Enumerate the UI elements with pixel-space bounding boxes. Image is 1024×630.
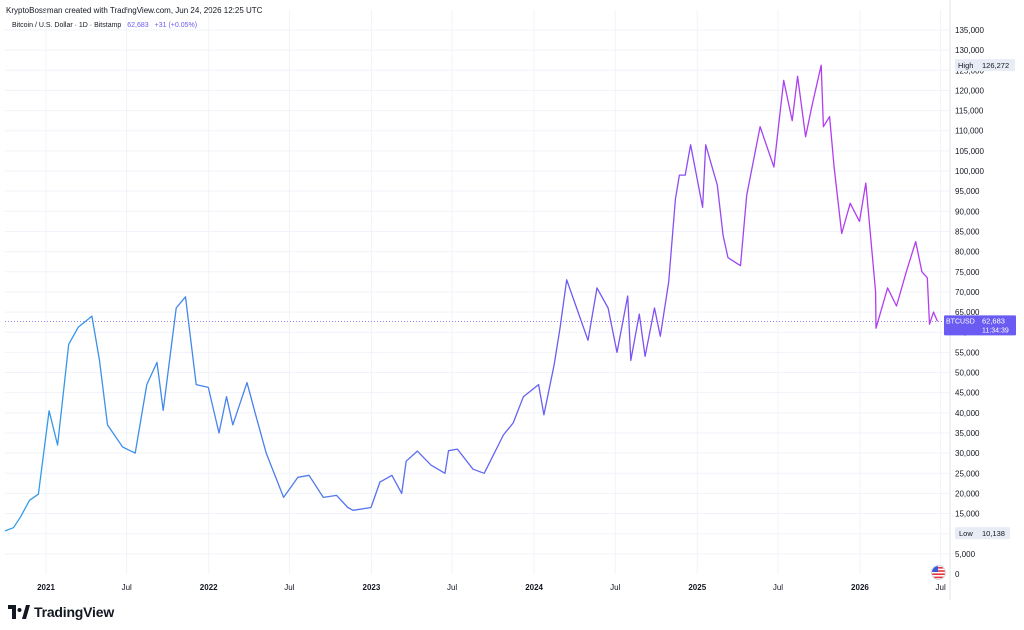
y-tick-label: 130,000	[955, 46, 984, 55]
y-tick-label: 0	[955, 570, 960, 579]
y-tick-label: 5,000	[955, 550, 976, 559]
x-tick-label: Jul	[610, 583, 620, 592]
x-tick-label: Jul	[936, 583, 946, 592]
y-tick-label: 65,000	[955, 308, 980, 317]
us-flag-icon[interactable]	[931, 565, 946, 580]
y-tick-label: 15,000	[955, 510, 980, 519]
x-tick-label: 2025	[688, 583, 706, 592]
low-badge	[955, 527, 1010, 540]
symbol-legend[interactable]: Bitcoin / U.S. Dollar · 1D · Bitstamp 62…	[12, 22, 197, 29]
x-tick-label: Jul	[447, 583, 457, 592]
low-badge-label: Low	[959, 529, 973, 538]
y-tick-label: 25,000	[955, 469, 980, 478]
y-tick-label: 40,000	[955, 409, 980, 418]
grid-lines	[5, 0, 951, 600]
x-axis: 2021 Jul 2022 Jul 2023 Jul 2024 Jul 2025 Jul 2026 J…	[37, 583, 946, 592]
x-tick-label: 2021	[37, 583, 55, 592]
price-badge-label: BTCUSD	[946, 318, 975, 325]
x-tick-label: Jul	[284, 583, 294, 592]
y-tick-label: 110,000	[955, 127, 984, 136]
low-badge-value: 10,138	[982, 529, 1005, 538]
y-tick-label: 95,000	[955, 187, 980, 196]
y-tick-label: 115,000	[955, 107, 984, 116]
y-tick-label: 20,000	[955, 489, 980, 498]
y-axis: 05,00010,00015,00020,00025,00030,00035,0…	[955, 26, 984, 579]
last-value: 62,683	[127, 22, 149, 29]
x-tick-label: 2023	[363, 583, 381, 592]
x-tick-label: 2026	[851, 583, 869, 592]
x-tick-label: Jul	[122, 583, 132, 592]
price-change: +31 (+0.05%)	[154, 22, 198, 29]
y-tick-label: 135,000	[955, 26, 984, 35]
y-tick-label: 35,000	[955, 429, 980, 438]
price-series	[4, 64, 939, 532]
y-tick-label: 90,000	[955, 207, 980, 216]
x-tick-label: Jul	[773, 583, 783, 592]
y-tick-label: 45,000	[955, 389, 980, 398]
y-tick-label: 30,000	[955, 449, 980, 458]
y-tick-label: 105,000	[955, 147, 984, 156]
y-tick-label: 75,000	[955, 268, 980, 277]
x-tick-label: 2024	[525, 583, 543, 592]
y-tick-label: 50,000	[955, 369, 980, 378]
x-tick-label: 2022	[200, 583, 218, 592]
price-badge	[944, 315, 1016, 336]
symbol-description: Bitcoin / U.S. Dollar · 1D · Bitstamp	[12, 22, 122, 29]
price-line	[4, 64, 939, 532]
y-tick-label: 55,000	[955, 348, 980, 357]
price-badge-countdown: 11:34:39	[982, 327, 1009, 334]
y-tick-label: 85,000	[955, 227, 980, 236]
tradingview-brand: TradingView	[34, 604, 115, 620]
price-badge-value: 62,683	[982, 316, 1005, 325]
y-tick-label: 70,000	[955, 288, 980, 297]
tradingview-logo-icon	[8, 605, 30, 619]
high-badge	[955, 59, 1015, 72]
high-badge-label: High	[958, 61, 973, 70]
y-tick-label: 80,000	[955, 248, 980, 257]
y-tick-label: 120,000	[955, 86, 984, 95]
axis-badges: BTCUSD 62,683 11:34:39 High 126,272 Low 10,138	[944, 59, 1016, 540]
y-tick-label: 100,000	[955, 167, 984, 176]
tradingview-logo[interactable]: TradingView	[8, 604, 114, 620]
high-badge-value: 126,272	[982, 61, 1009, 70]
chart-credit: KryptoBossman created with TradingView.c…	[6, 6, 263, 15]
